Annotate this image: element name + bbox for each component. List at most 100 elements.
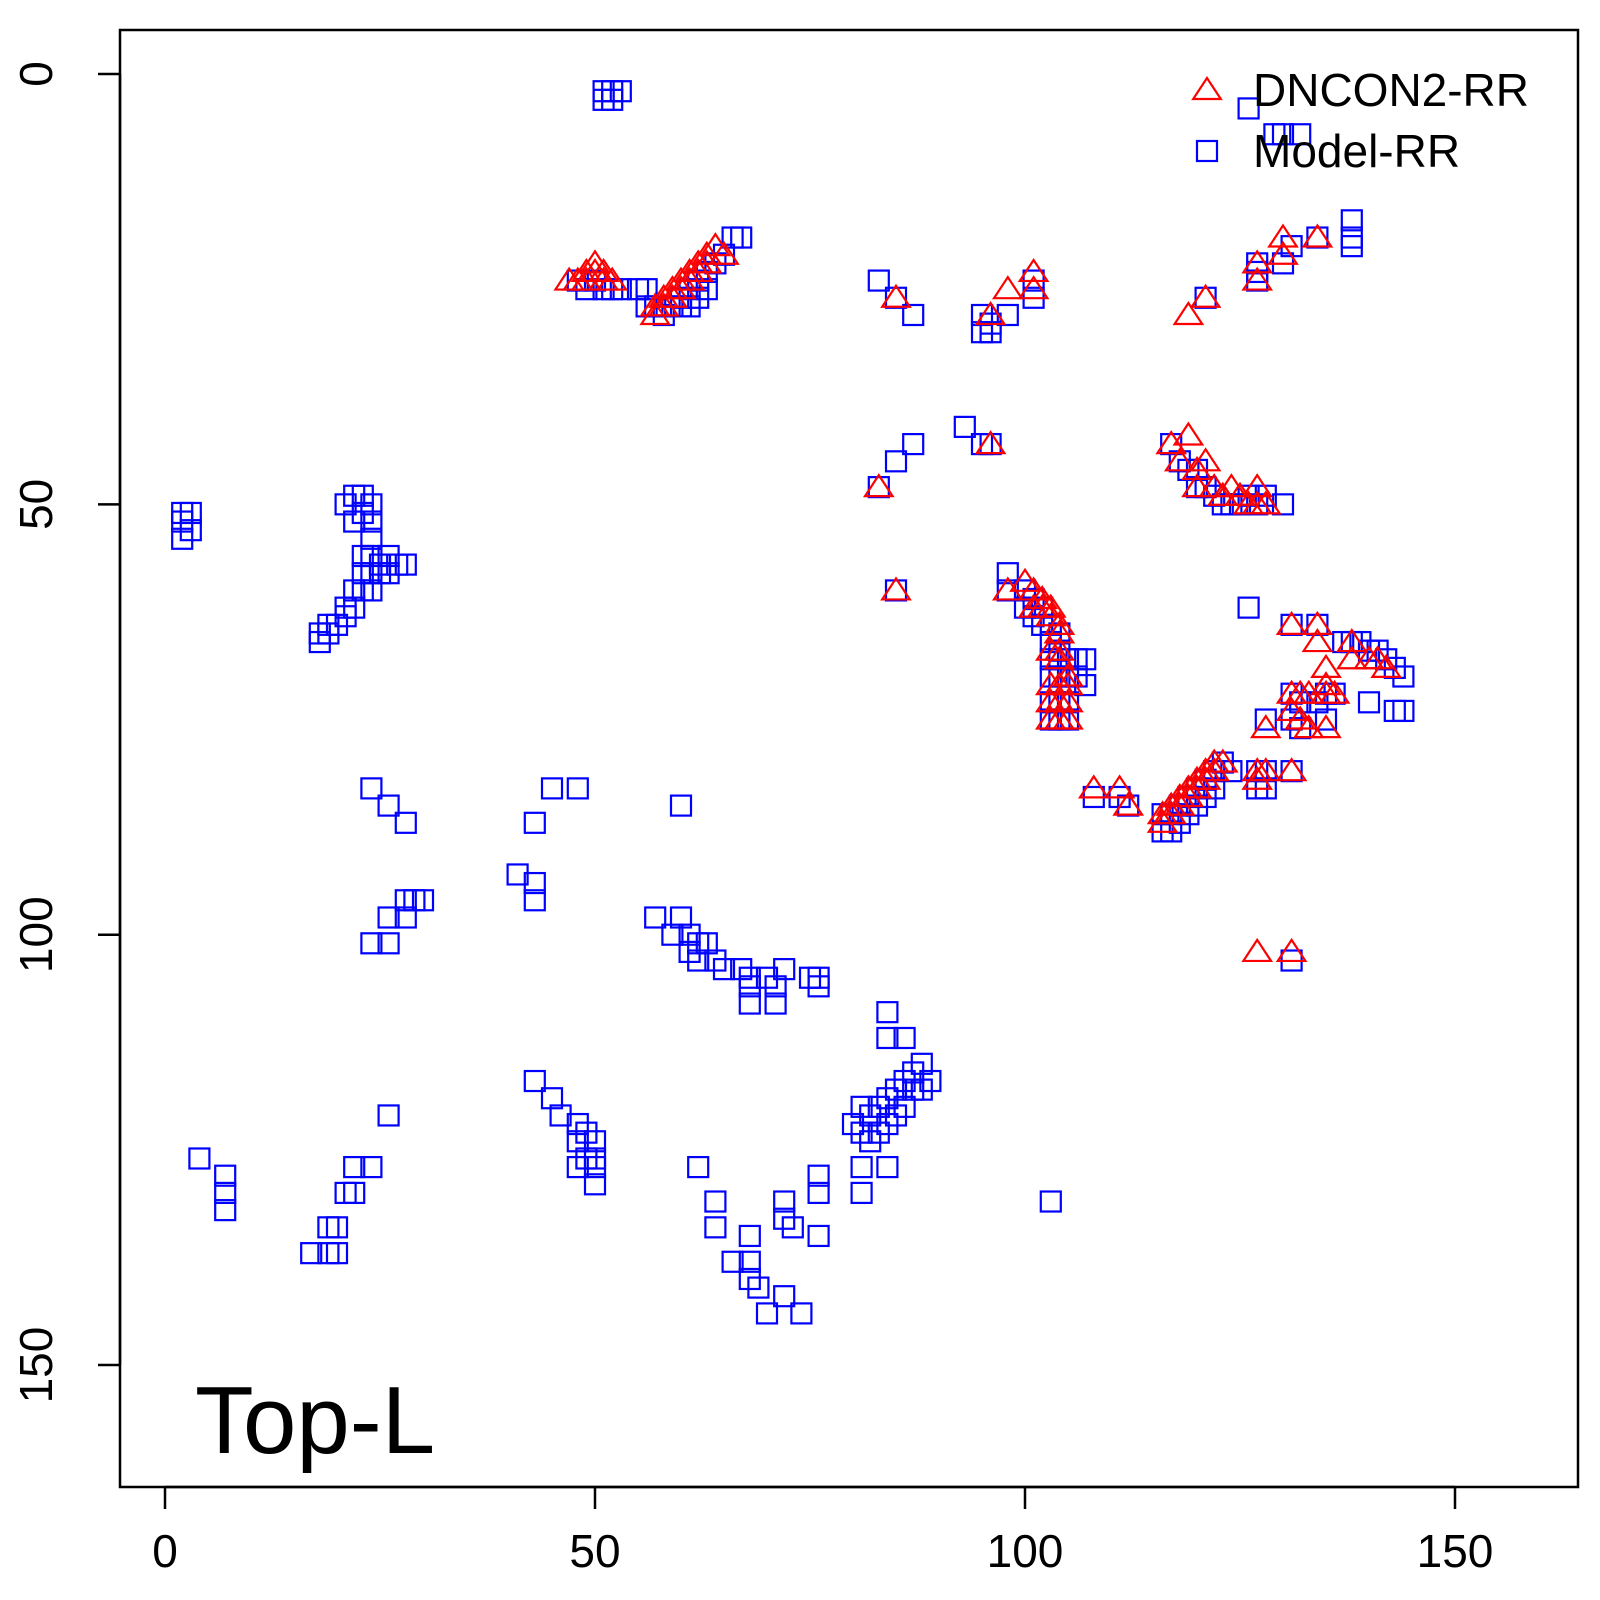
data-point-triangle bbox=[1198, 757, 1231, 782]
data-point-square bbox=[902, 433, 925, 456]
data-point-triangle bbox=[1275, 757, 1308, 782]
data-point-square bbox=[798, 966, 822, 989]
data-point-square bbox=[704, 949, 727, 972]
data-point-triangle bbox=[1034, 593, 1067, 618]
data-point-square bbox=[360, 932, 383, 955]
data-point-triangle bbox=[1241, 937, 1274, 963]
legend: DNCON2-RR Model-RR bbox=[1191, 64, 1529, 177]
data-point-square bbox=[850, 1121, 873, 1144]
data-point-square bbox=[377, 794, 400, 817]
data-point-square bbox=[214, 1164, 237, 1187]
data-point-square bbox=[687, 1155, 710, 1179]
data-point-square bbox=[996, 562, 1019, 585]
data-point-square bbox=[635, 278, 658, 301]
data-point-triangle bbox=[1301, 610, 1334, 635]
data-point-square bbox=[360, 777, 383, 800]
data-point-square bbox=[644, 906, 667, 929]
x-tick-label: 50 bbox=[569, 1525, 620, 1577]
data-point-square bbox=[738, 992, 761, 1015]
data-point-square bbox=[411, 889, 435, 912]
data-point-square bbox=[214, 1199, 237, 1222]
data-point-triangle bbox=[1172, 782, 1205, 808]
data-point-square bbox=[377, 1104, 400, 1127]
data-point-triangle bbox=[1206, 748, 1239, 773]
data-point-triangle bbox=[1043, 636, 1076, 661]
data-point-square bbox=[377, 932, 400, 955]
data-point-square bbox=[325, 1242, 349, 1265]
data-point-triangle bbox=[639, 300, 672, 326]
data-point-square bbox=[394, 906, 417, 929]
data-point-square bbox=[1254, 708, 1277, 731]
data-point-triangle bbox=[1043, 619, 1076, 644]
data-point-square bbox=[807, 1164, 830, 1187]
data-point-square bbox=[902, 303, 925, 327]
data-point-square bbox=[730, 958, 753, 981]
data-point-square bbox=[910, 1052, 933, 1075]
data-point-triangle bbox=[1103, 774, 1136, 799]
data-point-square bbox=[523, 811, 546, 834]
data-point-square bbox=[360, 493, 383, 516]
data-point-square bbox=[910, 1078, 933, 1101]
data-point-triangle bbox=[656, 283, 689, 308]
data-point-square bbox=[678, 940, 701, 964]
data-point-square bbox=[1314, 708, 1338, 731]
data-point-square bbox=[867, 269, 890, 292]
data-point-square bbox=[738, 1267, 761, 1291]
data-point-square bbox=[773, 958, 796, 981]
data-point-triangle bbox=[1267, 240, 1299, 265]
data-point-triangle bbox=[862, 473, 895, 498]
data-point-triangle bbox=[1181, 774, 1213, 799]
data-point-square bbox=[334, 1181, 357, 1205]
data-point-triangle bbox=[1301, 223, 1334, 248]
data-point-triangle bbox=[1249, 757, 1282, 782]
data-point-square bbox=[884, 1104, 908, 1127]
data-point-triangle bbox=[1163, 791, 1196, 816]
data-point-square bbox=[876, 1087, 899, 1110]
data-point-triangle bbox=[1155, 430, 1188, 455]
data-point-square bbox=[214, 1181, 237, 1205]
data-point-square bbox=[377, 562, 400, 585]
data-point-triangle bbox=[1310, 714, 1342, 739]
data-point-square bbox=[661, 923, 684, 946]
data-point-square bbox=[773, 1190, 796, 1213]
x-axis: 0 50 100 150 bbox=[152, 1485, 1493, 1577]
data-point-square bbox=[609, 80, 632, 103]
data-point-square bbox=[738, 1224, 761, 1248]
data-point-square bbox=[1383, 699, 1406, 723]
data-point-triangle bbox=[1292, 714, 1325, 739]
data-point-triangle bbox=[1189, 447, 1222, 472]
data-point-square bbox=[807, 975, 830, 998]
data-point-square bbox=[1237, 97, 1260, 120]
data-point-square bbox=[343, 579, 366, 602]
data-point-triangle bbox=[682, 257, 715, 283]
series-model-rr bbox=[171, 80, 1415, 1325]
data-point-square bbox=[343, 1181, 366, 1205]
data-point-square bbox=[377, 906, 400, 929]
data-point-square bbox=[884, 450, 908, 473]
data-point-square bbox=[188, 1147, 211, 1170]
data-point-square bbox=[695, 932, 718, 955]
data-point-square bbox=[876, 1001, 899, 1024]
data-point-triangle bbox=[974, 430, 1007, 455]
data-point-square bbox=[755, 966, 779, 989]
data-point-triangle bbox=[991, 275, 1024, 300]
data-point-square bbox=[773, 1207, 796, 1230]
data-point-square bbox=[807, 966, 830, 989]
data-point-square bbox=[764, 975, 787, 998]
data-point-square bbox=[351, 544, 374, 568]
data-point-square bbox=[919, 1069, 942, 1093]
data-point-square bbox=[334, 493, 357, 516]
data-point-square bbox=[575, 1121, 598, 1144]
data-point-square bbox=[1340, 235, 1363, 258]
data-point-triangle bbox=[1249, 714, 1282, 739]
y-tick-label: 50 bbox=[10, 479, 62, 530]
data-point-square bbox=[850, 1095, 873, 1118]
data-point-square bbox=[867, 1095, 890, 1118]
data-point-square bbox=[712, 958, 736, 981]
data-point-square bbox=[953, 415, 976, 438]
data-point-square bbox=[566, 1112, 589, 1136]
data-point-square bbox=[807, 1181, 830, 1205]
legend-marker-triangle bbox=[1191, 75, 1223, 101]
data-point-square bbox=[394, 553, 417, 576]
data-point-triangle bbox=[880, 283, 912, 308]
